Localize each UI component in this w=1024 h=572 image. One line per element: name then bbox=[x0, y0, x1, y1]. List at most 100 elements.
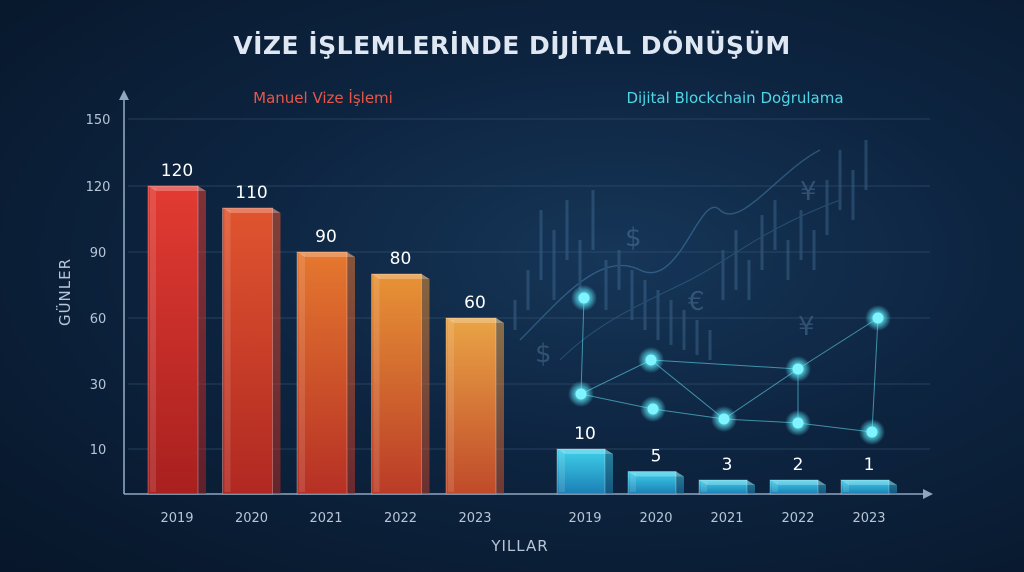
chart-title: VİZE İŞLEMLERİNDE DİJİTAL DÖNÜŞÜM bbox=[233, 30, 790, 60]
bar-manual: 60 bbox=[445, 293, 504, 495]
bar-highlight bbox=[224, 210, 231, 492]
network-node bbox=[575, 388, 587, 400]
data-label: 10 bbox=[574, 424, 596, 444]
network-node bbox=[578, 292, 590, 304]
bar-highlight bbox=[559, 451, 565, 492]
bar-top bbox=[371, 274, 430, 279]
bar-side bbox=[747, 480, 755, 494]
bar-face bbox=[371, 274, 422, 494]
data-label: 120 bbox=[161, 161, 193, 181]
bar-side bbox=[605, 449, 613, 494]
bar-outline bbox=[371, 273, 422, 495]
network-node bbox=[792, 363, 804, 375]
data-label: 90 bbox=[315, 227, 337, 247]
y-tick-label: 10 bbox=[90, 443, 107, 458]
bar-top bbox=[770, 480, 826, 485]
x-axis-arrow bbox=[923, 489, 933, 499]
y-tick-labels: 150 120 90 60 30 10 bbox=[86, 113, 111, 458]
legend-manual: Manuel Vize İşlemi bbox=[253, 88, 393, 107]
bar-face bbox=[297, 252, 347, 494]
bar-highlight bbox=[630, 473, 636, 492]
network-node bbox=[872, 312, 884, 324]
network-node bbox=[866, 426, 878, 438]
bar-outline bbox=[840, 479, 890, 495]
bar-digital: 2 bbox=[769, 455, 826, 495]
bar-digital: 10 bbox=[556, 424, 613, 495]
bar-face bbox=[841, 480, 889, 494]
bar-highlight bbox=[772, 482, 778, 492]
bar-digital: 1 bbox=[840, 455, 897, 495]
bar-face bbox=[557, 449, 605, 494]
bar-digital: 3 bbox=[698, 455, 755, 495]
x-tick-label: 2023 bbox=[852, 511, 885, 526]
y-axis-title: GÜNLER bbox=[55, 258, 74, 326]
network-edge bbox=[580, 297, 585, 395]
bar-top bbox=[446, 318, 504, 323]
x-axis-title: YILLAR bbox=[490, 537, 548, 555]
bar-face bbox=[628, 471, 676, 494]
x-tick-label: 2022 bbox=[781, 511, 814, 526]
bar-top bbox=[841, 480, 897, 485]
y-tick-label: 90 bbox=[90, 246, 107, 261]
bar-top bbox=[297, 252, 355, 257]
bar-side bbox=[889, 480, 897, 494]
y-tick-label: 30 bbox=[90, 378, 107, 393]
x-tick-label: 2019 bbox=[160, 511, 193, 526]
x-tick-label: 2022 bbox=[384, 511, 417, 526]
bar-face bbox=[699, 480, 747, 494]
data-label: 2 bbox=[793, 455, 804, 475]
bar-manual: 80 bbox=[371, 249, 430, 495]
bar-face bbox=[446, 318, 496, 494]
svg-text:¥: ¥ bbox=[798, 312, 815, 342]
y-axis-arrow bbox=[119, 90, 129, 100]
data-label: 80 bbox=[390, 249, 412, 269]
x-tick-labels: 2019 2020 2021 2022 2023 2019 2020 2021 2022 2023 bbox=[160, 511, 885, 526]
bar-side bbox=[198, 186, 206, 494]
bar-manual: 90 bbox=[296, 227, 355, 495]
y-tick-label: 150 bbox=[86, 113, 111, 128]
bar-outline bbox=[698, 479, 748, 495]
network-node bbox=[647, 403, 659, 415]
bar-top bbox=[628, 471, 684, 477]
bar-manual: 120 bbox=[147, 161, 206, 495]
bar-side bbox=[347, 252, 355, 494]
bar-top bbox=[699, 480, 755, 485]
network-node bbox=[718, 413, 730, 425]
data-label: 1 bbox=[864, 455, 875, 475]
bar-outline bbox=[147, 185, 199, 495]
y-tick-label: 120 bbox=[86, 180, 111, 195]
network-edge bbox=[871, 317, 879, 433]
bar-top bbox=[222, 208, 281, 213]
data-label: 3 bbox=[722, 455, 733, 475]
x-tick-label: 2021 bbox=[710, 511, 743, 526]
bars: 120 110 90 80 60 10 5 3 2 1 bbox=[147, 161, 897, 495]
legend-digital: Dijital Blockchain Doğrulama bbox=[626, 89, 843, 107]
bar-outline bbox=[556, 448, 606, 495]
bar-face bbox=[770, 480, 818, 494]
network-node bbox=[645, 354, 657, 366]
bar-outline bbox=[445, 317, 497, 495]
x-tick-label: 2019 bbox=[568, 511, 601, 526]
bar-highlight bbox=[373, 276, 380, 492]
bar-outline bbox=[769, 479, 819, 495]
bar-highlight bbox=[448, 320, 454, 492]
svg-text:$: $ bbox=[535, 339, 552, 369]
bar-highlight bbox=[701, 482, 707, 492]
bar-highlight bbox=[150, 188, 156, 492]
bar-face bbox=[148, 186, 198, 494]
bar-side bbox=[676, 471, 684, 494]
bar-side bbox=[272, 208, 281, 494]
x-tick-label: 2023 bbox=[458, 511, 491, 526]
background-decoration: $ $ € ¥ ¥ bbox=[513, 140, 868, 369]
svg-text:$: $ bbox=[625, 223, 642, 253]
bar-face bbox=[222, 208, 273, 494]
bar-outline bbox=[296, 251, 348, 495]
bar-top bbox=[148, 186, 206, 191]
data-label: 60 bbox=[464, 293, 486, 313]
bar-manual: 110 bbox=[222, 183, 281, 495]
svg-text:€: € bbox=[688, 287, 705, 317]
network-edge bbox=[723, 368, 799, 420]
bar-highlight bbox=[299, 254, 305, 492]
bar-highlight bbox=[843, 482, 849, 492]
